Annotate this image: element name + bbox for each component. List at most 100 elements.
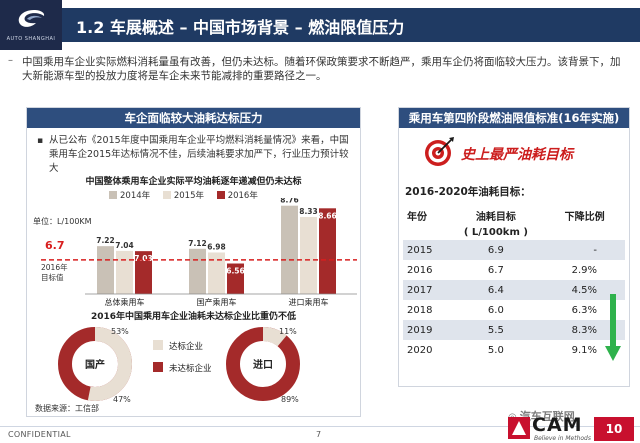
- bar-value-label: 7.03: [134, 254, 153, 263]
- cam-logo: CAM Believe in Methods: [504, 414, 592, 443]
- bar-2-0: [281, 205, 298, 294]
- bar-2-1: [300, 216, 317, 294]
- legend-label: 2014年: [120, 191, 151, 201]
- x-tick-label: 进口乘用车: [289, 297, 329, 307]
- legend-label: 2016年: [227, 191, 258, 201]
- legend-swatch: [162, 191, 171, 199]
- bar-1-0: [189, 248, 206, 294]
- cell-target: 5.0: [487, 344, 504, 356]
- corner-badge: 10: [594, 417, 634, 441]
- bar-value-label: 7.22: [96, 236, 115, 245]
- right-panel: 乘用车第四阶段燃油限值标准(16年实施) 史上最严油耗目标 2016-2020年…: [398, 107, 630, 387]
- title-bar: 1.2 车展概述 – 中国市场背景 – 燃油限值压力: [62, 8, 640, 42]
- donut-slice-reach: [226, 327, 300, 401]
- legend-swatch: [109, 191, 117, 199]
- cell-drop: 9.1%: [571, 344, 597, 356]
- cell-year: 2018: [407, 304, 433, 316]
- legend-item-miss: 未达标企业: [153, 362, 212, 384]
- donut-center-label: 进口: [253, 358, 273, 371]
- col-header-target-unit: ( L/100km ): [463, 226, 528, 238]
- bar-chart-title: 中国整体乘用车企业实际平均油耗逐年递减但仍未达标: [85, 177, 302, 187]
- col-header-target: 油耗目标: [475, 211, 516, 223]
- fuel-target-table: 年份 油耗目标 下降比例 ( L/100km ) 2015 6.9- 2016 6.7…: [403, 206, 625, 360]
- x-tick-label: 国产乘用车: [197, 297, 237, 307]
- cell-drop: 8.3%: [544, 320, 625, 340]
- swoosh-logo-icon: [18, 10, 45, 27]
- bar-1-1: [208, 252, 225, 294]
- donut-chart-title: 2016年中国乘用车企业油耗未达标企业比重仍不低: [90, 312, 297, 322]
- legend-swatch: [153, 362, 163, 372]
- bar-value-label: 7.12: [188, 239, 207, 248]
- donut-center-label: 国产: [85, 358, 105, 371]
- intro-bullet: –: [8, 55, 13, 66]
- col-header-year: 年份: [407, 211, 427, 223]
- table-body: 2015 6.9- 2016 6.7 2.9% 2017 6.4 4.5% 2018 6.0 6.3…: [403, 240, 625, 360]
- bar-value-label: 6.56: [226, 267, 245, 276]
- left-panel-bullet: ▪: [37, 136, 44, 146]
- legend-item-2014: 2014年: [109, 191, 150, 201]
- fuel-consumption-bar-chart: 单位：L/100KM 6.7 2016年 目标值 7.227.047.03 7.1…: [33, 198, 357, 307]
- cell-year: 2015: [403, 240, 448, 260]
- donut-slice-reach: [58, 327, 132, 401]
- bar-1-2: [227, 263, 244, 294]
- cam-tagline: Believe in Methods: [534, 435, 591, 442]
- bar-chart-legend: 2014年 2015年 2016年: [109, 189, 268, 201]
- donut-reach-pct: 11%: [279, 327, 297, 336]
- footer-divider: [0, 426, 640, 427]
- bar-0-0: [97, 246, 114, 294]
- cell-year: 2019: [403, 320, 448, 340]
- legend-item-2016: 2016年: [216, 191, 258, 201]
- donut-miss-pct: 89%: [281, 395, 299, 404]
- cell-drop: 4.5%: [544, 280, 625, 300]
- target-value-label: 6.7: [45, 239, 65, 252]
- cell-target: 6.0: [487, 304, 504, 316]
- cell-drop: -: [544, 240, 625, 260]
- import-donut-chart: 进口 11% 89%: [226, 327, 300, 404]
- bar-value-label: 6.98: [207, 242, 226, 251]
- col-header-drop-blank: [544, 224, 625, 240]
- x-axis-labels: 总体乘用车 国产乘用车 进口乘用车: [105, 297, 329, 307]
- domestic-donut-chart: 国产 53% 47%: [58, 327, 132, 404]
- table-subtitle: 2016-2020年油耗目标：: [405, 186, 531, 198]
- legend-swatch: [153, 340, 163, 350]
- legend-label: 达标企业: [169, 342, 204, 352]
- table-row: 2017 6.4 4.5%: [403, 280, 625, 300]
- cell-target: 6.7: [487, 264, 504, 276]
- cell-year: 2017: [403, 280, 448, 300]
- bar-0-1: [116, 250, 133, 294]
- col-header-drop: 下降比例: [564, 211, 605, 223]
- table-row: 2020 5.0 9.1%: [403, 340, 625, 360]
- legend-item-reach: 达标企业: [153, 340, 212, 362]
- cell-target: 6.4: [447, 280, 545, 300]
- data-source: 数据来源：工信部: [35, 404, 99, 413]
- right-panel-heading: 乘用车第四阶段燃油限值标准(16年实施): [399, 108, 629, 128]
- bar-value-label: 8.33: [299, 207, 318, 216]
- left-panel: 车企面临较大油耗达标压力 ▪ 从已公布《2015年度中国乘用车企业平均燃料消耗量…: [26, 107, 361, 417]
- legend-item-2015: 2015年: [162, 191, 204, 201]
- cell-drop: 2.9%: [571, 264, 597, 276]
- target-icon: [425, 137, 454, 166]
- bar-value-label: 7.04: [115, 241, 134, 250]
- intro-paragraph: 中国乘用车企业实际燃料消耗量虽有改善，但仍未达标。随着环保政策要求不断趋严，乘用…: [22, 56, 621, 82]
- legend-label: 2015年: [173, 191, 204, 201]
- bar-value-label: 8.76: [280, 198, 299, 205]
- target-label-year: 2016年: [41, 262, 68, 272]
- cell-year: 2016: [407, 264, 433, 276]
- down-arrow-icon: [605, 294, 621, 361]
- target-label-text: 目标值: [41, 272, 64, 282]
- left-panel-heading: 车企面临较大油耗达标压力: [27, 108, 360, 128]
- slide-title: 1.2 车展概述 – 中国市场背景 – 燃油限值压力: [76, 18, 405, 37]
- bar-group: 7.227.047.03 7.12 6.98 6.56 8.768.33 8.66: [96, 198, 337, 294]
- donut-miss-pct: 47%: [113, 395, 131, 404]
- confidential-label: CONFIDENTIAL: [8, 430, 71, 439]
- auto-shanghai-logo: AUTO SHANGHAI: [0, 0, 62, 50]
- legend-label: 未达标企业: [169, 364, 212, 374]
- table-row: 2015 6.9-: [403, 240, 625, 260]
- watermark-text: 汽车互联网: [519, 410, 575, 423]
- donut-reach-pct: 53%: [111, 327, 129, 336]
- x-tick-label: 总体乘用车: [105, 297, 145, 307]
- cell-year: 2020: [407, 344, 433, 356]
- bar-value-label: 8.66: [318, 211, 337, 220]
- slide-header: AUTO SHANGHAI 1.2 车展概述 – 中国市场背景 – 燃油限值压力: [0, 0, 640, 50]
- table-row: 2018 6.0 6.3%: [403, 300, 625, 320]
